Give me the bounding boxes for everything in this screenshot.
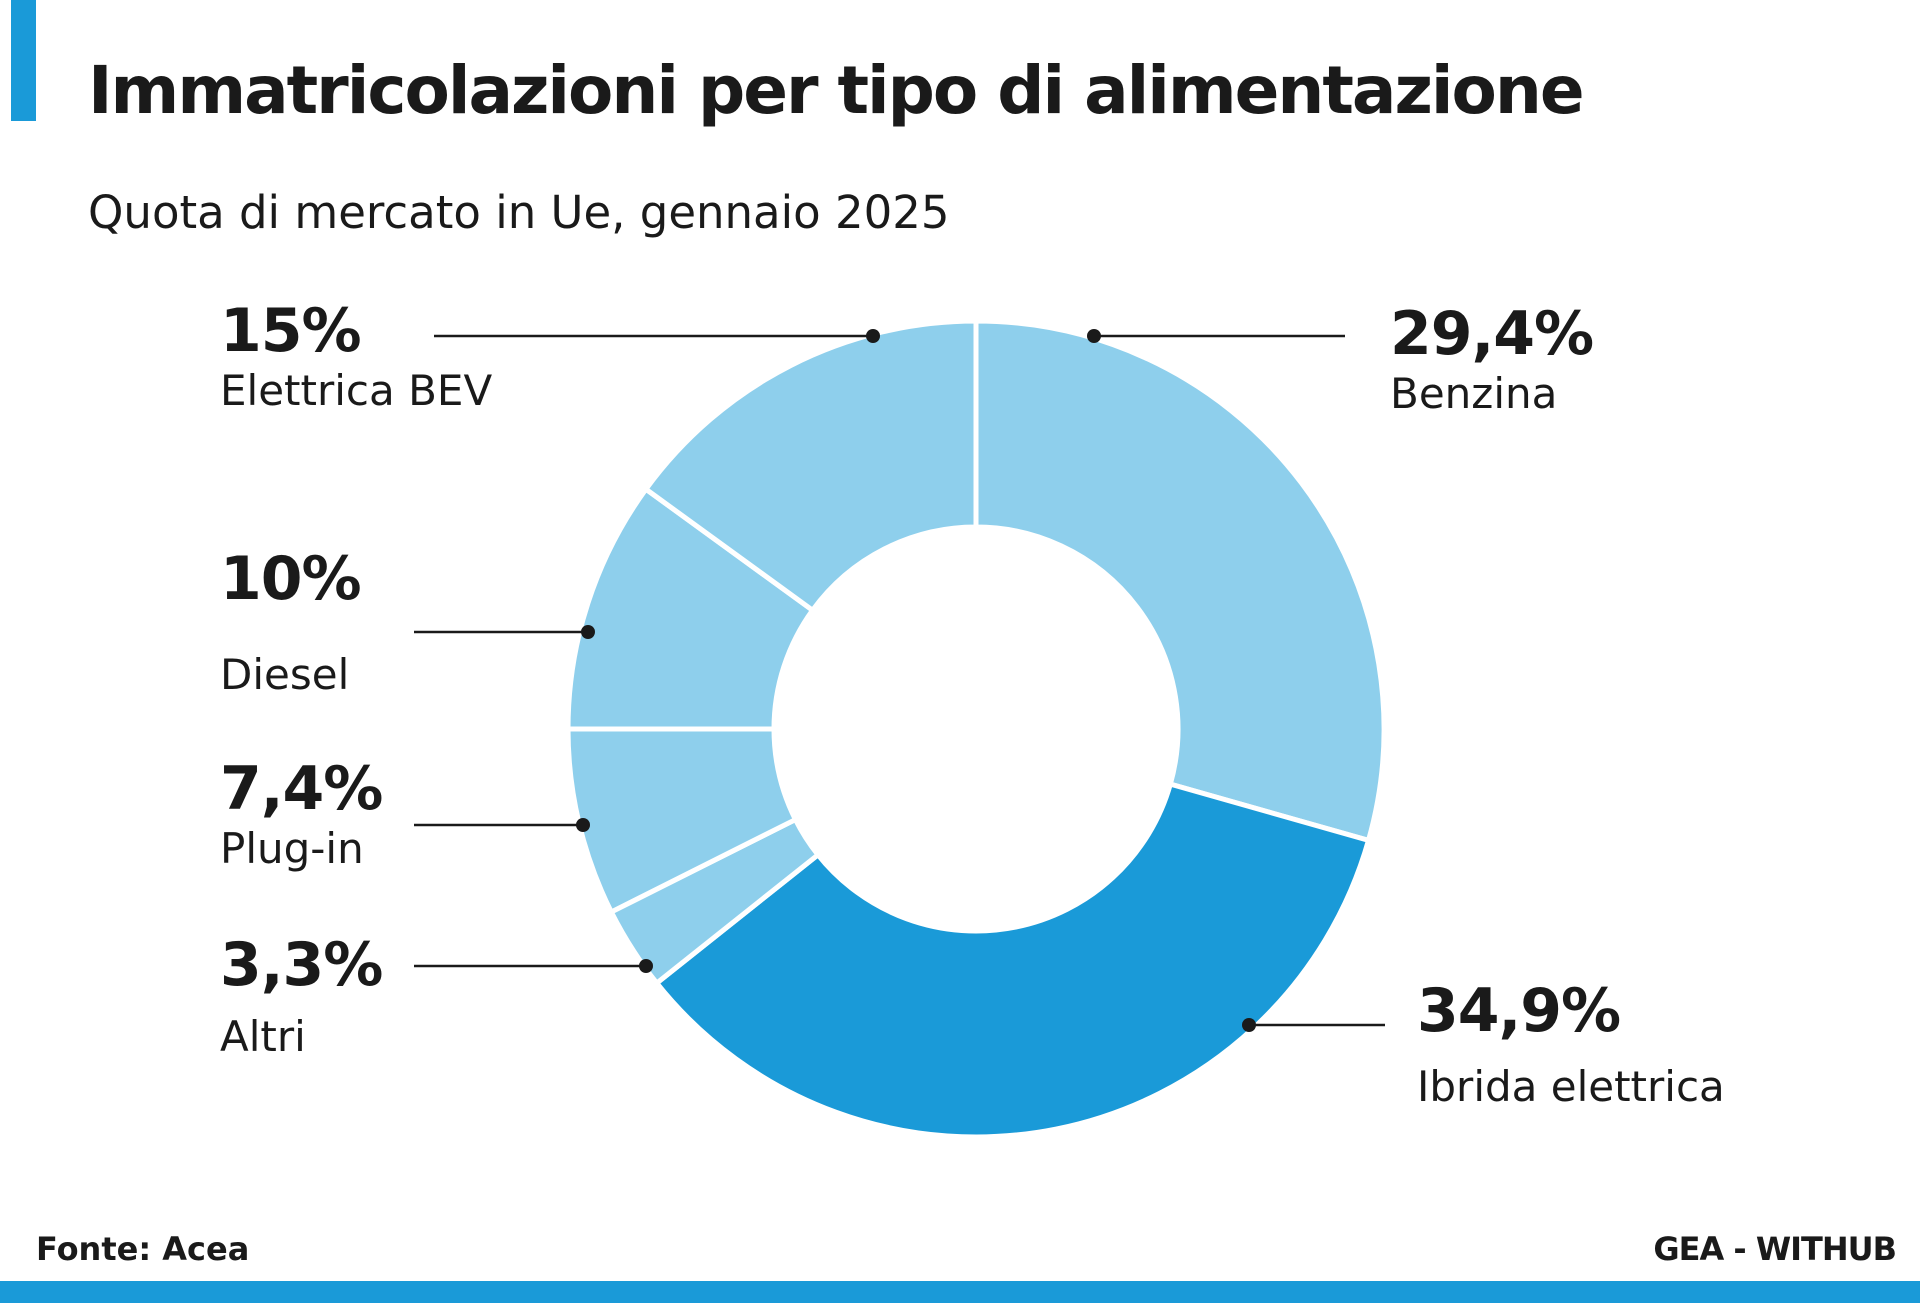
slice-label-plug-in: 7,4% Plug-in — [220, 754, 383, 874]
donut-slice-diesel — [565, 485, 817, 732]
leader-dot-plug-in — [576, 818, 590, 832]
leader-dot-altri — [639, 959, 653, 973]
credit-note: GEA - WITHUB — [1653, 1230, 1897, 1268]
slice-value: 3,3% — [220, 930, 383, 1000]
slice-category: Diesel — [220, 650, 350, 699]
slice-value: 7,4% — [220, 754, 383, 824]
slice-category: Plug-in — [220, 824, 364, 873]
slice-value: 15% — [220, 296, 362, 366]
leader-dot-diesel — [581, 625, 595, 639]
donut-slice-ibrida-elettrica — [653, 781, 1372, 1140]
source-note: Fonte: Acea — [36, 1230, 250, 1268]
slice-label-ibrida-elettrica: 34,9% Ibrida elettrica — [1417, 980, 1725, 1112]
leader-dot-elettrica-bev — [866, 329, 880, 343]
chart-title: Immatricolazioni per tipo di alimentazio… — [88, 52, 1585, 129]
slice-label-elettrica-bev: 15% Elettrica BEV — [220, 300, 492, 416]
leader-dot-benzina — [1087, 329, 1101, 343]
slice-category: Benzina — [1390, 369, 1558, 418]
slice-category: Altri — [220, 1012, 306, 1061]
donut-slice-benzina — [973, 318, 1387, 844]
leader-dot-ibrida-elettrica — [1242, 1018, 1256, 1032]
slice-label-benzina: 29,4% Benzina — [1390, 299, 1594, 419]
title-accent-bar — [11, 0, 36, 121]
slice-value: 29,4% — [1390, 299, 1594, 369]
slice-label-diesel: 10% Diesel — [220, 544, 362, 700]
donut-slice-elettrica-bev — [642, 318, 979, 614]
chart-subtitle: Quota di mercato in Ue, gennaio 2025 — [88, 186, 950, 239]
slice-category: Elettrica BEV — [220, 366, 493, 415]
slice-category: Ibrida elettrica — [1417, 1062, 1725, 1111]
slice-value: 34,9% — [1417, 976, 1621, 1046]
slice-label-altri: 3,3% Altri — [220, 930, 383, 1062]
bottom-accent-bar — [0, 1281, 1920, 1303]
slice-value: 10% — [220, 544, 362, 614]
